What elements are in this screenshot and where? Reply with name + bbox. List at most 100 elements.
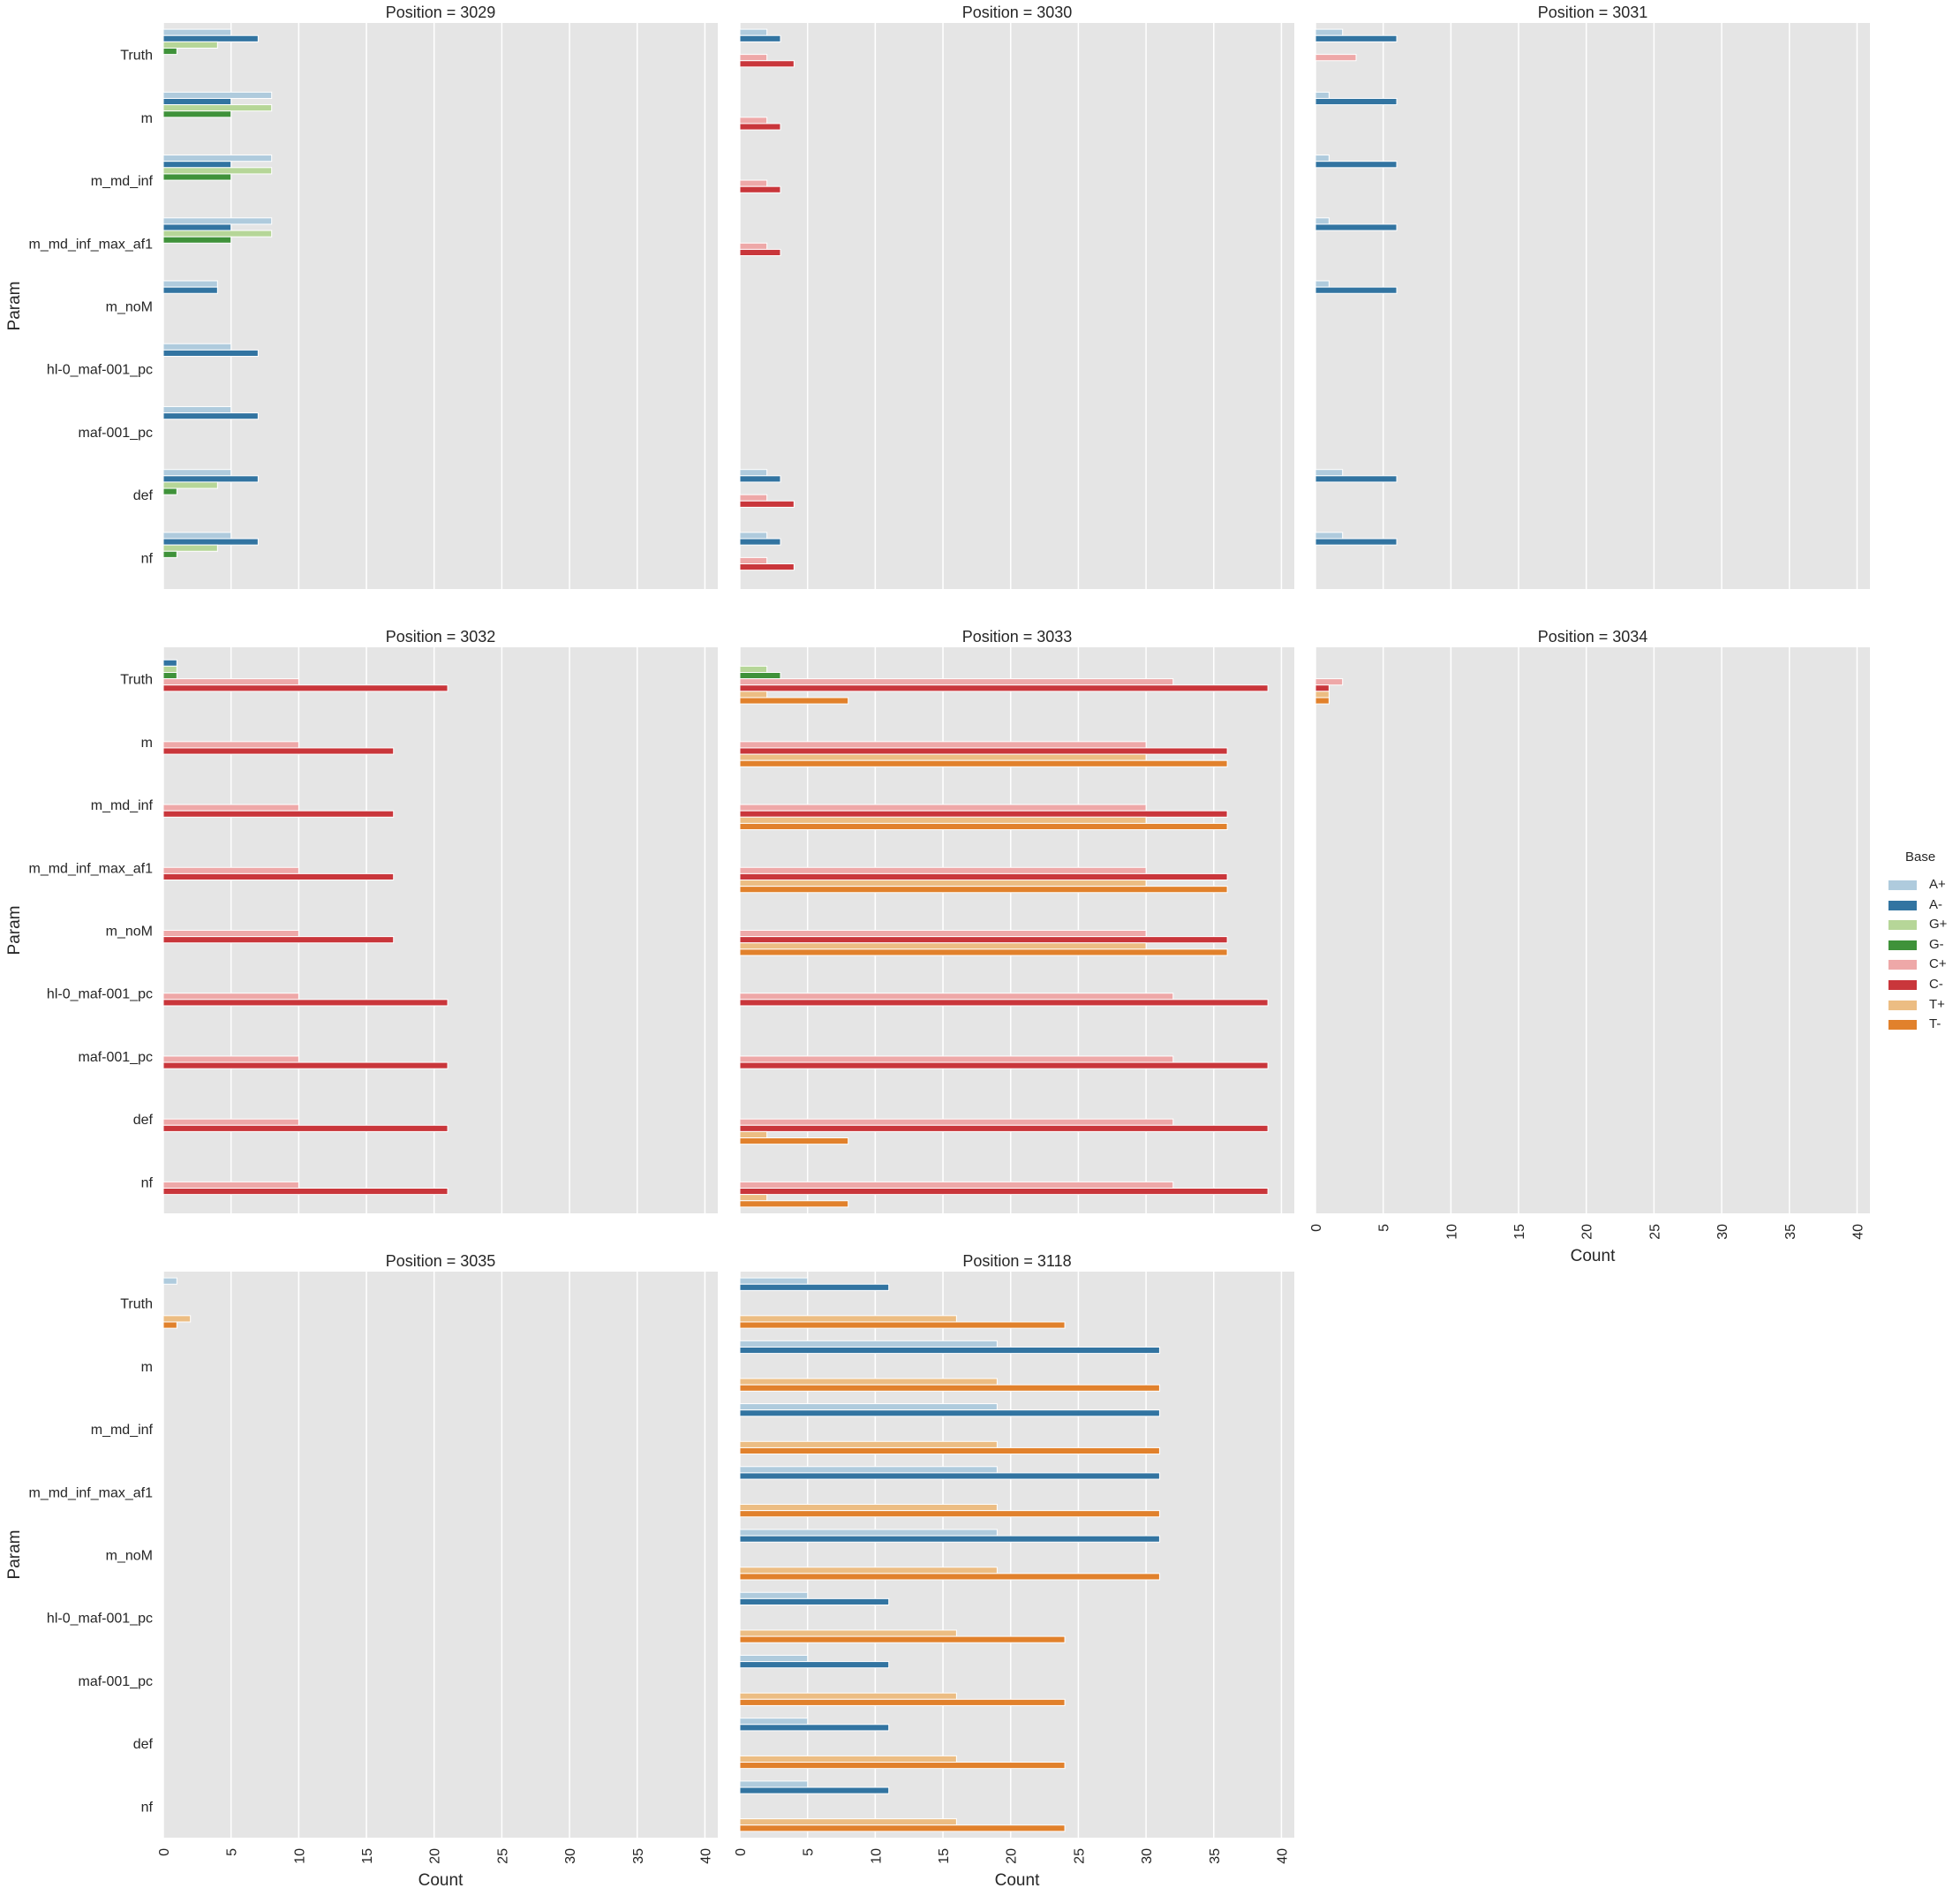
- facet-panel-3032: Position = 3032 Truth m m_md_inf m_md_inf_ma…: [5, 628, 718, 1213]
- bar-m_noM-A+: [162, 280, 218, 288]
- bar-maf-001_pc-C+: [162, 1055, 299, 1063]
- y-tick-label: def: [133, 1113, 154, 1128]
- bar-m_md_inf_max_af1-C+: [162, 866, 299, 874]
- bar-def-T-: [739, 1137, 849, 1145]
- bar-nf-T+: [739, 1818, 957, 1826]
- bar-Truth-C+: [739, 678, 1174, 686]
- legend-item: G+: [1888, 917, 1959, 933]
- bar-maf-001_pc-T-: [739, 1698, 1066, 1706]
- bar-m_noM-C+: [739, 930, 1147, 938]
- bar-m-A+: [739, 1340, 998, 1348]
- bar-hl-0_maf-001_pc-T+: [739, 1629, 957, 1637]
- bar-m_noM-C-: [739, 936, 1228, 944]
- bar-nf-C+: [739, 556, 768, 565]
- x-tick-label: 5: [802, 1848, 817, 1856]
- bar-m-A-: [1315, 97, 1398, 106]
- bar-hl-0_maf-001_pc-A+: [162, 343, 232, 351]
- bar-m-T+: [739, 753, 1147, 761]
- bar-def-C+: [739, 1118, 1174, 1126]
- bar-m_md_inf_max_af1-C-: [739, 248, 781, 257]
- plot-background: [163, 23, 718, 589]
- bar-m_md_inf_max_af1-C-: [162, 872, 395, 881]
- bar-Truth-A-: [739, 34, 781, 42]
- x-tick-label: 20: [1005, 1848, 1020, 1864]
- bar-m_md_inf_max_af1-T-: [739, 886, 1228, 894]
- x-tick-label: 5: [225, 1848, 240, 1856]
- bar-Truth-T-: [162, 1321, 177, 1329]
- y-tick-label: Truth: [120, 673, 153, 688]
- bar-maf-001_pc-C-: [739, 1061, 1269, 1069]
- legend-title: Base: [1905, 850, 1936, 865]
- bar-nf-A-: [1315, 538, 1398, 546]
- bar-m_md_inf_max_af1-A-: [162, 223, 232, 231]
- bar-nf-C+: [739, 1181, 1174, 1189]
- bar-maf-001_pc-A-: [162, 412, 259, 420]
- bar-Truth-A-: [162, 34, 259, 42]
- legend-item: G-: [1888, 937, 1959, 953]
- bar-Truth-A+: [162, 28, 232, 36]
- x-tick-label: 25: [495, 1848, 510, 1864]
- bar-def-A-: [739, 475, 781, 483]
- bar-def-G-: [162, 487, 177, 495]
- facet-panel-3033: Position = 3033: [739, 628, 1294, 1213]
- bar-nf-T+: [739, 1194, 768, 1202]
- y-tick-label: m_noM: [106, 300, 153, 315]
- bar-def-A+: [739, 469, 768, 477]
- bar-hl-0_maf-001_pc-T-: [739, 1635, 1066, 1643]
- legend-label: A+: [1929, 877, 1946, 892]
- bar-Truth-T+: [1315, 691, 1330, 699]
- y-tick-label: def: [133, 488, 154, 503]
- bar-Truth-A-: [739, 1283, 890, 1291]
- bar-maf-001_pc-T+: [739, 1692, 957, 1700]
- bar-m_noM-A-: [162, 286, 218, 294]
- y-tick-label: nf: [141, 551, 154, 566]
- y-tick-label: hl-0_maf-001_pc: [47, 363, 153, 378]
- bar-m_md_inf-T+: [739, 1440, 998, 1448]
- bar-m_md_inf-G+: [162, 167, 273, 175]
- bar-def-A+: [162, 469, 232, 477]
- bar-m-T-: [739, 759, 1228, 767]
- y-tick-label: maf-001_pc: [79, 1674, 154, 1689]
- plot-background: [1315, 23, 1870, 589]
- x-tick-label: 15: [1512, 1224, 1527, 1240]
- bar-Truth-G-: [162, 47, 177, 56]
- bar-maf-001_pc-A-: [739, 1661, 890, 1669]
- y-tick-label: m: [141, 111, 153, 126]
- x-tick-label: 20: [1580, 1224, 1595, 1240]
- bar-m_noM-T-: [739, 948, 1228, 956]
- legend-label: A-: [1929, 896, 1942, 912]
- legend-swatch: [1888, 900, 1917, 910]
- bar-Truth-T-: [739, 697, 849, 705]
- bar-m-C+: [162, 741, 299, 749]
- bar-m_md_inf-C+: [162, 804, 299, 812]
- bar-nf-A-: [162, 538, 259, 546]
- bar-m_md_inf-T-: [739, 1446, 1160, 1455]
- bar-m_md_inf_max_af1-G-: [162, 236, 232, 244]
- y-axis-label: Param: [5, 282, 24, 331]
- y-tick-label: m_noM: [106, 1549, 153, 1564]
- bar-nf-A+: [162, 532, 232, 540]
- bar-m-G-: [162, 110, 232, 118]
- bar-m-A-: [739, 1346, 1160, 1355]
- bar-def-C+: [739, 494, 768, 502]
- bar-m_noM-A-: [1315, 286, 1398, 294]
- legend-swatch: [1888, 880, 1917, 890]
- x-tick-label: 0: [157, 1848, 172, 1856]
- bar-m_md_inf-C+: [739, 804, 1147, 812]
- bar-Truth-C-: [162, 684, 449, 692]
- x-tick-label: 20: [428, 1848, 443, 1864]
- bar-m_md_inf_max_af1-T+: [739, 880, 1147, 887]
- legend-label: C+: [1929, 956, 1947, 972]
- legend-swatch: [1888, 960, 1917, 970]
- legend-item: C-: [1888, 977, 1959, 993]
- plot-background: [740, 1272, 1294, 1838]
- bar-nf-T-: [739, 1824, 1066, 1832]
- facet-panel-3030: Position = 3030: [739, 4, 1294, 589]
- legend-item: T-: [1888, 1016, 1959, 1032]
- plot-background: [740, 23, 1294, 589]
- bar-nf-A+: [739, 532, 768, 540]
- y-tick-label: m_md_inf_max_af1: [28, 237, 153, 252]
- bar-m-G+: [162, 104, 273, 112]
- facet-title: Position = 3032: [386, 628, 496, 646]
- x-tick-label: 35: [1783, 1224, 1798, 1240]
